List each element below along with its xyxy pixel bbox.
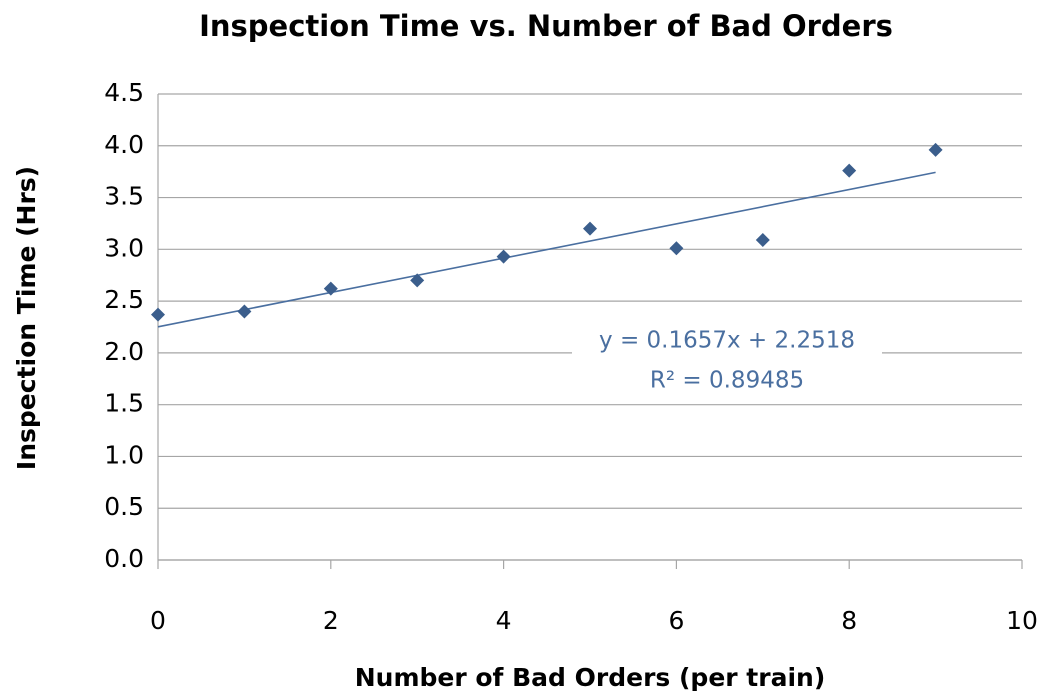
data-point xyxy=(151,307,165,322)
trendline xyxy=(157,171,936,328)
trendline-equation: y = 0.1657x + 2.2518 xyxy=(599,328,855,354)
x-tick-label: 0 xyxy=(150,606,166,635)
data-point xyxy=(842,163,857,178)
data-point xyxy=(755,233,770,248)
data-point xyxy=(237,304,252,319)
data-point xyxy=(583,221,597,236)
data-point xyxy=(928,142,943,157)
y-tick-label: 1.0 xyxy=(104,440,144,469)
y-tick-label: 2.5 xyxy=(104,285,144,314)
y-tick-label: 3.5 xyxy=(104,182,144,211)
data-point xyxy=(323,281,338,296)
x-tick-label: 4 xyxy=(496,606,512,635)
y-tick-label: 4.0 xyxy=(104,130,144,159)
x-tick-label: 8 xyxy=(841,606,857,635)
data-point xyxy=(410,273,425,288)
x-axis-title: Number of Bad Orders (per train) xyxy=(355,663,826,692)
y-tick-label: 0.5 xyxy=(104,492,144,521)
data-point xyxy=(669,241,684,256)
y-tick-label: 1.5 xyxy=(104,389,144,418)
data-point xyxy=(496,249,511,264)
y-axis-title: Inspection Time (Hrs) xyxy=(12,166,41,470)
y-tick-label: 0.0 xyxy=(104,544,144,573)
x-tick-label: 2 xyxy=(323,606,339,635)
y-tick-label: 4.5 xyxy=(104,78,144,107)
x-tick-label: 10 xyxy=(1006,606,1038,635)
x-tick-label: 6 xyxy=(668,606,684,635)
y-tick-label: 3.0 xyxy=(104,233,144,262)
y-tick-label: 2.0 xyxy=(104,337,144,366)
chart-title: Inspection Time vs. Number of Bad Orders xyxy=(199,9,893,43)
trendline-r2: R² = 0.89485 xyxy=(650,368,804,394)
annotation-background xyxy=(572,322,882,400)
